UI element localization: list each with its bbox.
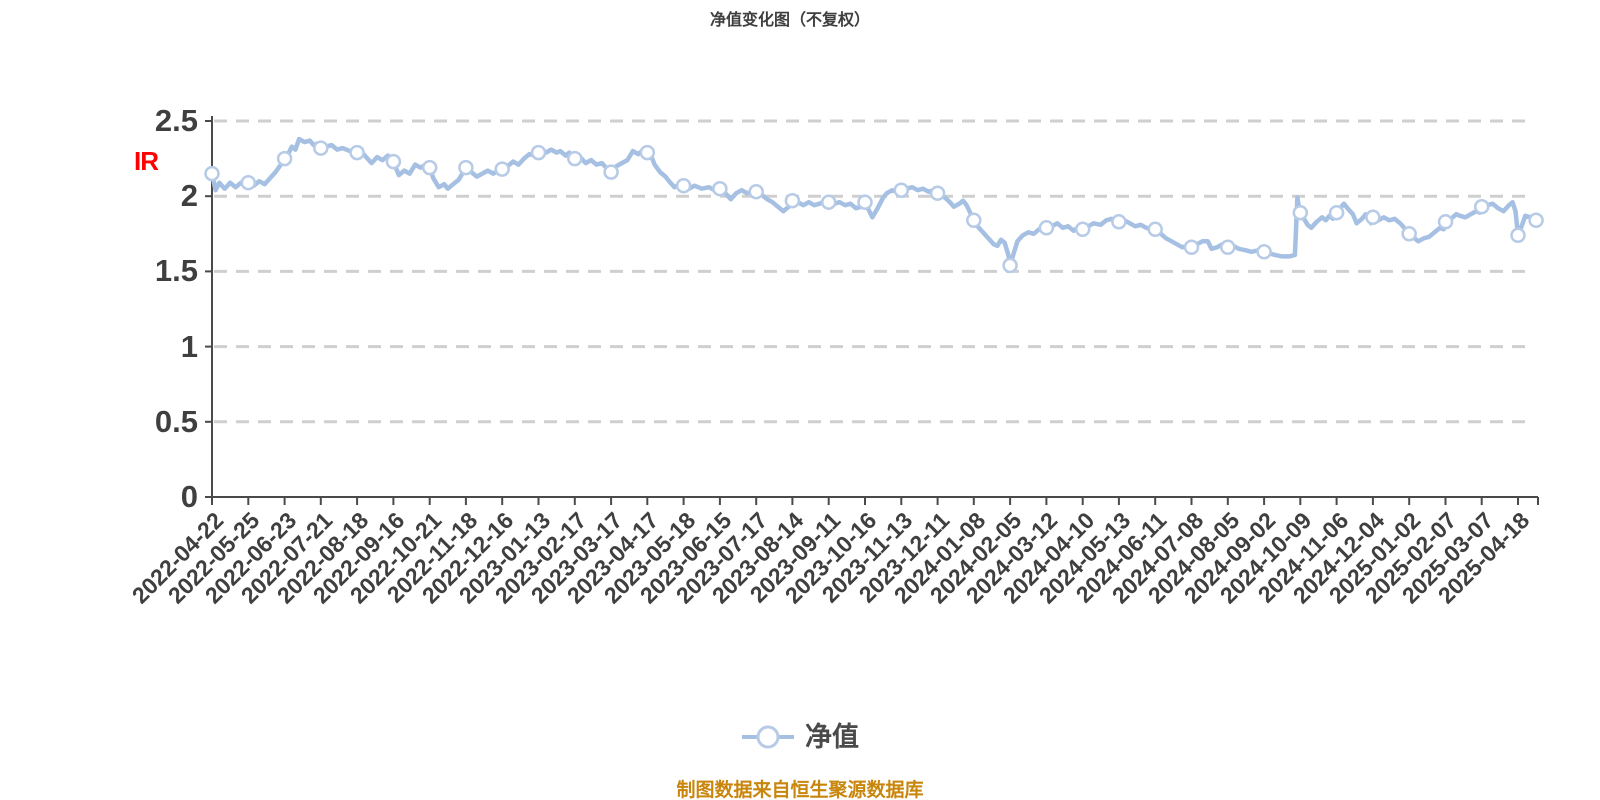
data-point-marker[interactable] bbox=[966, 212, 982, 229]
data-point-marker[interactable] bbox=[421, 159, 438, 176]
data-point-marker[interactable] bbox=[603, 164, 619, 180]
data-point-marker[interactable] bbox=[494, 161, 510, 177]
data-source-note: 制图数据来自恒生聚源数据库 bbox=[676, 780, 924, 800]
data-point-marker[interactable] bbox=[893, 182, 910, 198]
data-point-marker[interactable] bbox=[1147, 221, 1163, 238]
y-axis-side-label: IR bbox=[134, 146, 159, 176]
y-axis-tick-label: 0.5 bbox=[154, 403, 198, 439]
data-point-marker[interactable] bbox=[276, 150, 293, 167]
legend[interactable]: 净值 bbox=[0, 723, 1600, 751]
data-point-marker[interactable] bbox=[784, 192, 801, 209]
data-point-marker[interactable] bbox=[1328, 204, 1345, 221]
y-axis-tick-label: 2 bbox=[180, 178, 198, 214]
y-axis-tick-label: 2.5 bbox=[154, 103, 198, 138]
data-point-marker[interactable] bbox=[530, 144, 547, 161]
data-point-marker[interactable] bbox=[675, 177, 692, 194]
data-point-marker[interactable] bbox=[857, 194, 873, 210]
legend-marker-icon bbox=[742, 725, 794, 749]
data-point-marker[interactable] bbox=[1002, 257, 1018, 274]
data-point-marker[interactable] bbox=[349, 144, 365, 161]
data-point-marker[interactable] bbox=[1111, 214, 1127, 230]
data-point-marker[interactable] bbox=[929, 185, 946, 201]
legend-series-label: 净值 bbox=[805, 722, 859, 752]
data-point-marker[interactable] bbox=[1292, 204, 1309, 221]
data-point-marker[interactable] bbox=[385, 153, 402, 170]
data-point-marker[interactable] bbox=[1183, 239, 1200, 256]
data-point-marker[interactable] bbox=[1437, 214, 1454, 230]
data-point-marker[interactable] bbox=[567, 150, 583, 167]
chart-title: 净值变化图（不复权） bbox=[709, 12, 870, 29]
data-point-marker[interactable] bbox=[1510, 227, 1526, 244]
data-point-marker[interactable] bbox=[204, 165, 220, 182]
data-point-marker[interactable] bbox=[313, 140, 329, 156]
data-point-marker[interactable] bbox=[1074, 221, 1091, 238]
data-point-marker[interactable] bbox=[1256, 244, 1272, 260]
series-line bbox=[209, 136, 1539, 268]
data-point-marker[interactable] bbox=[748, 183, 764, 200]
data-point-marker[interactable] bbox=[458, 159, 474, 176]
data-point-marker[interactable] bbox=[1473, 198, 1490, 215]
data-point-marker[interactable] bbox=[712, 180, 728, 197]
data-point-marker[interactable] bbox=[1220, 239, 1236, 256]
y-axis-tick-label: 1 bbox=[180, 328, 198, 364]
data-point-marker[interactable] bbox=[639, 144, 656, 161]
y-axis-tick-label: 1.5 bbox=[154, 253, 198, 289]
data-point-marker[interactable] bbox=[1528, 212, 1544, 229]
x-axis-labels: 2022-04-22 2022-05-25 2022-06-23 2022-07-21… bbox=[0, 507, 1600, 647]
data-point-marker[interactable] bbox=[240, 174, 257, 191]
y-axis-tick-label: 0 bbox=[180, 479, 198, 514]
data-point-marker[interactable] bbox=[1365, 209, 1381, 226]
data-point-marker[interactable] bbox=[820, 194, 837, 210]
data-point-marker[interactable] bbox=[1038, 220, 1055, 236]
data-point-marker[interactable] bbox=[1401, 226, 1417, 242]
